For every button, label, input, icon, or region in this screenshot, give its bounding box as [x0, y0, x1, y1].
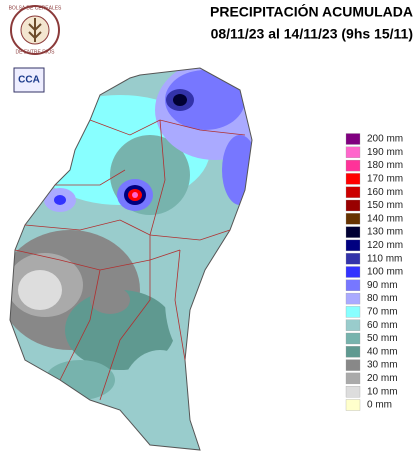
legend: 200 mm 190 mm 180 mm 170 mm 160 mm 150 mm 140 …	[345, 133, 403, 411]
legend-swatch	[345, 372, 361, 385]
legend-label: 140 mm	[367, 213, 403, 224]
legend-swatch	[345, 306, 361, 318]
legend-label: 20 mm	[367, 373, 398, 384]
legend-label: 110 mm	[367, 253, 402, 264]
legend-swatch	[345, 399, 361, 411]
legend-label: 50 mm	[367, 333, 398, 344]
legend-swatch	[345, 186, 361, 198]
title: PRECIPITACIÓN ACUMULADA	[210, 3, 413, 20]
legend-label: 30 mm	[367, 360, 398, 371]
legend-label: 120 mm	[367, 240, 403, 251]
legend-swatch	[345, 359, 361, 371]
legend-swatch	[345, 173, 361, 185]
subtitle: 08/11/23 al 14/11/23 (9hs 15/11)	[211, 26, 413, 42]
legend-swatch	[345, 386, 361, 398]
legend-swatch	[345, 266, 361, 278]
legend-label: 200 mm	[367, 134, 403, 145]
legend-label: 80 mm	[367, 293, 398, 304]
precip-map	[10, 68, 252, 450]
legend-swatch	[345, 332, 361, 345]
legend-label: 90 mm	[367, 280, 398, 291]
logo-text: CCA	[18, 75, 40, 86]
bolsa-logo: BOLSA DE CEREALES DE ENTRE RIOS	[9, 5, 62, 55]
legend-label: 10 mm	[367, 386, 398, 397]
department-borders	[14, 119, 246, 401]
legend-label: 180 mm	[367, 160, 403, 171]
legend-swatch	[345, 159, 361, 172]
legend-swatch	[345, 319, 361, 331]
legend-swatch	[345, 346, 361, 358]
legend-label: 160 mm	[367, 187, 403, 198]
legend-label: 0 mm	[367, 400, 392, 411]
legend-swatch	[345, 199, 361, 212]
legend-label: 130 mm	[367, 227, 403, 238]
legend-swatch	[345, 226, 361, 238]
legend-swatch	[345, 253, 361, 265]
cca-logo: CCA	[13, 67, 45, 93]
legend-label: 40 mm	[367, 346, 398, 357]
legend-label: 190 mm	[367, 147, 403, 158]
legend-swatch	[345, 146, 361, 158]
legend-label: 150 mm	[367, 200, 403, 211]
legend-swatch	[345, 213, 361, 225]
legend-swatch	[345, 133, 361, 145]
logo-text: DE ENTRE RIOS	[16, 49, 56, 55]
legend-swatch	[345, 292, 361, 305]
legend-swatch	[345, 239, 361, 252]
legend-label: 100 mm	[367, 267, 403, 278]
legend-swatch	[345, 279, 361, 291]
legend-label: 70 mm	[367, 307, 398, 318]
legend-label: 60 mm	[367, 320, 398, 331]
logo-text: BOLSA DE CEREALES	[9, 5, 62, 11]
legend-label: 170 mm	[367, 174, 403, 185]
province-outline	[9, 67, 253, 451]
